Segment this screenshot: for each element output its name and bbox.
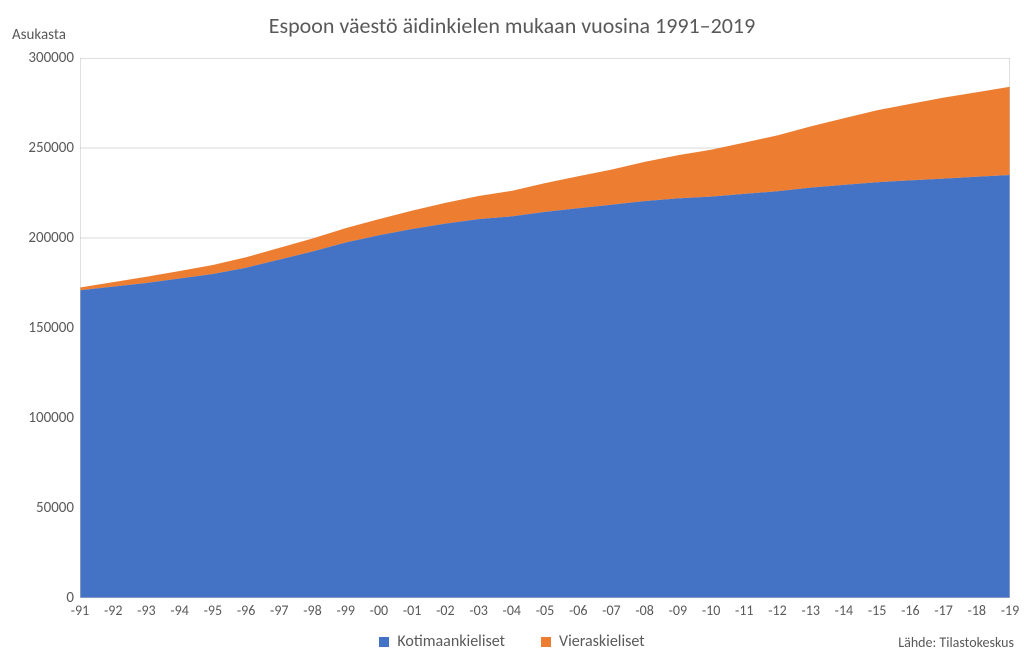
x-tick-label: -17 (934, 602, 952, 619)
legend-swatch (379, 637, 389, 647)
legend-label: Kotimaankieliset (397, 632, 505, 651)
chart-container: Espoon väestö äidinkielen mukaan vuosina… (0, 0, 1024, 669)
x-tick-label: -06 (569, 602, 587, 619)
x-tick-label: -16 (901, 602, 919, 619)
x-tick-label: -91 (71, 602, 89, 619)
x-tick-label: -11 (735, 602, 753, 619)
x-tick-label: -99 (336, 602, 354, 619)
x-tick-label: -15 (868, 602, 886, 619)
x-tick-label: -96 (237, 602, 255, 619)
x-tick-label: -03 (469, 602, 487, 619)
x-tick-label: -97 (270, 602, 288, 619)
x-tick-label: -04 (503, 602, 521, 619)
chart-title: Espoon väestö äidinkielen mukaan vuosina… (0, 12, 1024, 39)
x-tick-label: -10 (702, 602, 720, 619)
x-tick-label: -07 (602, 602, 620, 619)
x-tick-label: -98 (303, 602, 321, 619)
y-tick-label: 100000 (4, 409, 74, 427)
legend: Kotimaankieliset Vieraskieliset (0, 632, 1024, 652)
x-tick-label: -08 (635, 602, 653, 619)
plot-area (80, 58, 1010, 598)
x-tick-label: -94 (170, 602, 188, 619)
y-tick-label: 250000 (4, 139, 74, 157)
x-tick-label: -14 (835, 602, 853, 619)
x-tick-label: -92 (104, 602, 122, 619)
y-tick-label: 150000 (4, 319, 74, 337)
y-tick-label: 50000 (4, 499, 74, 517)
legend-swatch (541, 637, 551, 647)
y-tick-label: 300000 (4, 49, 74, 67)
x-tick-label: -19 (1001, 602, 1019, 619)
y-tick-label: 200000 (4, 229, 74, 247)
legend-label: Vieraskieliset (559, 632, 645, 651)
x-tick-label: -00 (370, 602, 388, 619)
y-tick-label: 0 (4, 589, 74, 607)
legend-item: Kotimaankieliset (379, 632, 505, 651)
x-tick-label: -01 (403, 602, 421, 619)
legend-item: Vieraskieliset (541, 632, 645, 651)
x-tick-label: -13 (801, 602, 819, 619)
x-tick-label: -09 (669, 602, 687, 619)
source-label: Lähde: Tilastokeskus (898, 634, 1014, 651)
x-tick-label: -05 (536, 602, 554, 619)
x-tick-label: -18 (968, 602, 986, 619)
x-tick-label: -95 (204, 602, 222, 619)
y-axis-label: Asukasta (12, 26, 66, 44)
x-tick-label: -02 (436, 602, 454, 619)
x-tick-label: -93 (137, 602, 155, 619)
x-tick-label: -12 (768, 602, 786, 619)
